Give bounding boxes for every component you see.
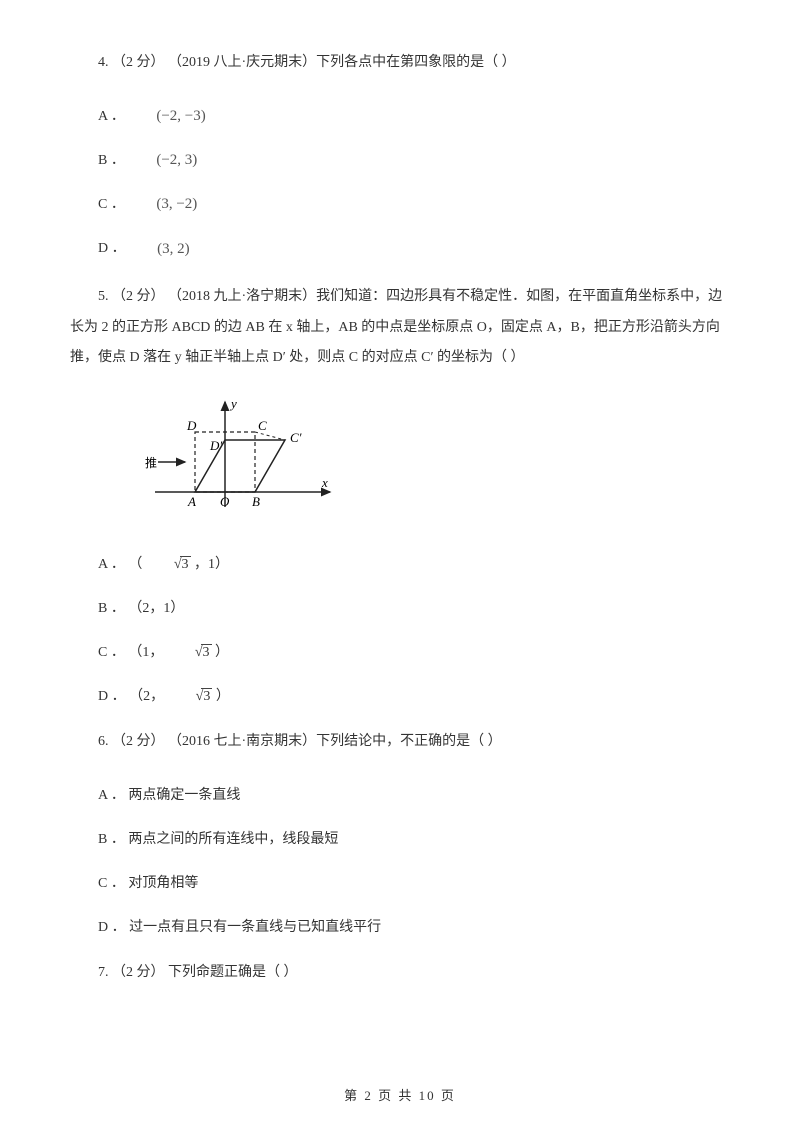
q5-c-suffix: ） xyxy=(212,645,230,660)
label-C: C xyxy=(258,418,267,433)
q6-option-d: D ． 过一点有且只有一条直线与已知直线平行 xyxy=(70,916,730,936)
q4-option-c: C ． (3, −2) xyxy=(70,193,730,213)
sqrt-icon: √3 xyxy=(168,689,213,705)
q5-option-c: C ． （1， √3 ） xyxy=(70,641,730,661)
q4-option-a: A ． (−2, −3) xyxy=(70,105,730,125)
label-A: A xyxy=(187,494,196,509)
q5-a-suffix: ，1） xyxy=(191,557,230,572)
q4-d-prefix: D ． xyxy=(98,241,129,256)
q6-option-c: C ． 对顶角相等 xyxy=(70,872,730,892)
q4-c-prefix: C ． xyxy=(98,197,128,212)
q5-d-prefix: D ． （2， xyxy=(98,689,168,704)
label-C1: C′ xyxy=(290,430,302,445)
q6-option-a: A ． 两点确定一条直线 xyxy=(70,784,730,804)
footer-suffix: 页 xyxy=(436,1088,456,1103)
q6-option-b: B ． 两点之间的所有连线中，线段最短 xyxy=(70,828,730,848)
label-O: O xyxy=(220,494,230,509)
footer-prefix: 第 xyxy=(344,1088,364,1103)
q4-c-expr: (3, −2) xyxy=(128,196,197,213)
label-D: D xyxy=(186,418,197,433)
q4-d-expr: (3, 2) xyxy=(129,241,190,258)
q5-d-suffix: ） xyxy=(212,689,230,704)
label-push: 推 xyxy=(145,456,157,470)
q4-stem: 4. （2 分） （2019 八上·庆元期末）下列各点中在第四象限的是（ ） xyxy=(70,50,730,77)
label-B: B xyxy=(252,494,260,509)
sqrt-icon: √3 xyxy=(167,645,212,661)
q5-a-prefix: A ． （ xyxy=(98,557,146,572)
label-D1: D′ xyxy=(209,438,222,453)
q7-stem: 7. （2 分） 下列命题正确是（ ） xyxy=(70,960,730,987)
q4-option-b: B ． (−2, 3) xyxy=(70,149,730,169)
footer-total: 10 xyxy=(419,1088,436,1103)
sqrt-icon: √3 xyxy=(146,557,191,573)
q4-option-d: D ． (3, 2) xyxy=(70,237,730,257)
q5-c-prefix: C ． （1， xyxy=(98,645,167,660)
q4-a-expr: (−2, −3) xyxy=(128,108,205,125)
q4-b-expr: (−2, 3) xyxy=(128,152,197,169)
page-footer: 第 2 页 共 10 页 xyxy=(0,1085,800,1104)
q4-a-prefix: A ． xyxy=(98,109,128,124)
q4-b-prefix: B ． xyxy=(98,153,128,168)
q5-figure: D D′ C C′ A O B x y 推 xyxy=(140,392,730,527)
footer-mid: 页 共 xyxy=(373,1088,419,1103)
q6-stem: 6. （2 分） （2016 七上·南京期末）下列结论中，不正确的是（ ） xyxy=(70,729,730,756)
q5-option-b: B ． （2，1） xyxy=(70,597,730,617)
q5-stem: 5. （2 分） （2018 九上·洛宁期末）我们知道：四边形具有不稳定性．如图… xyxy=(70,282,730,374)
label-y: y xyxy=(229,396,237,411)
q5-option-d: D ． （2， √3 ） xyxy=(70,685,730,705)
label-x: x xyxy=(321,475,328,490)
footer-current: 2 xyxy=(364,1088,373,1103)
q5-option-a: A ． （ √3 ，1） xyxy=(70,553,730,573)
